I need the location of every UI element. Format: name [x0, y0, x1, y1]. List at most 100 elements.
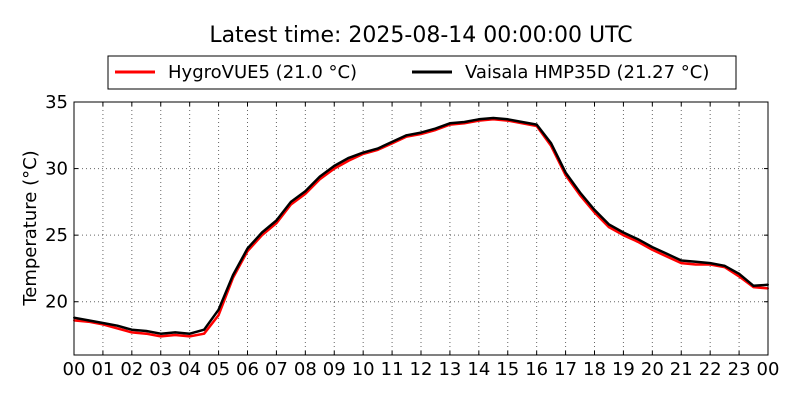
x-tick-label: 11: [381, 359, 404, 380]
data-point-vaisala: [391, 140, 394, 143]
x-tick-label: 20: [641, 359, 664, 380]
data-point-hygrovue5: [333, 167, 336, 170]
data-point-vaisala: [101, 322, 104, 324]
data-point-hygrovue5: [116, 327, 119, 330]
data-point-hygrovue5: [145, 332, 148, 335]
data-point-vaisala: [203, 328, 206, 331]
data-point-vaisala: [116, 324, 119, 327]
data-point-vaisala: [217, 308, 220, 311]
chart-title: Latest time: 2025-08-14 00:00:00 UTC: [209, 23, 632, 48]
x-tick-label: 05: [207, 359, 230, 380]
data-point-vaisala: [665, 252, 668, 255]
data-point-hygrovue5: [174, 334, 177, 336]
data-point-hygrovue5: [159, 335, 162, 338]
y-tick-label: 20: [45, 292, 68, 313]
legend-label-vaisala: Vaisala HMP35D (21.27 °C): [465, 62, 709, 83]
series-layer: [73, 116, 769, 338]
y-axis-label: Temperature (°C): [20, 150, 41, 306]
y-tick-label: 25: [45, 225, 68, 246]
x-tick-label: 19: [612, 359, 635, 380]
data-point-vaisala: [174, 331, 177, 334]
data-point-vaisala: [448, 122, 451, 125]
data-point-hygrovue5: [680, 262, 683, 265]
data-point-vaisala: [376, 147, 379, 150]
data-point-hygrovue5: [188, 335, 191, 338]
legend-label-hygrovue5: HygroVUE5 (21.0 °C): [168, 62, 357, 83]
x-tick-label: 04: [178, 359, 201, 380]
x-tick-label: 10: [352, 359, 375, 380]
y-axis-tick-labels: 20 25 30 35: [45, 92, 68, 313]
data-point-vaisala: [622, 231, 625, 234]
data-point-vaisala: [535, 123, 538, 126]
x-tick-label: 00: [63, 359, 86, 380]
data-point-vaisala: [651, 246, 654, 249]
x-tick-label: 02: [120, 359, 143, 380]
x-tick-label: 08: [294, 359, 317, 380]
data-point-hygrovue5: [304, 192, 307, 195]
data-point-vaisala: [347, 156, 350, 159]
x-axis-tick-labels: 00 01 02 03 04 05 06 07 08 09 10 11 12 13 14 15 16 17 18 19…: [63, 359, 780, 380]
data-point-vaisala: [593, 208, 596, 211]
series-line-hygrovue5: [73, 118, 769, 338]
x-tick-label: 09: [323, 359, 346, 380]
data-point-vaisala: [130, 328, 133, 331]
data-point-hygrovue5: [203, 332, 206, 335]
data-point-hygrovue5: [694, 263, 697, 266]
data-point-vaisala: [752, 284, 755, 287]
data-point-vaisala: [680, 259, 683, 262]
data-point-vaisala: [318, 175, 321, 178]
x-tick-label: 00: [757, 359, 780, 380]
legend: HygroVUE5 (21.0 °C) Vaisala HMP35D (21.2…: [107, 55, 737, 90]
data-point-vaisala: [246, 247, 249, 250]
data-point-hygrovue5: [275, 222, 278, 225]
x-tick-label: 03: [149, 359, 172, 380]
x-tick-label: 01: [91, 359, 114, 380]
data-point-vaisala: [579, 191, 581, 194]
data-point-vaisala: [232, 274, 234, 277]
data-point-vaisala: [87, 319, 90, 322]
data-point-vaisala: [723, 264, 726, 267]
x-tick-label: 15: [496, 359, 519, 380]
data-point-hygrovue5: [651, 248, 654, 251]
data-point-vaisala: [521, 121, 524, 123]
data-point-vaisala: [333, 164, 336, 167]
data-point-vaisala: [145, 330, 148, 332]
x-tick-label: 23: [728, 359, 751, 380]
y-tick-label: 30: [45, 159, 68, 180]
y-tick-label: 35: [45, 92, 68, 113]
data-point-vaisala: [506, 118, 509, 121]
data-point-vaisala: [188, 332, 191, 335]
data-point-vaisala: [463, 121, 466, 123]
data-point-vaisala: [420, 131, 422, 134]
data-point-vaisala: [304, 190, 307, 193]
data-point-vaisala: [550, 142, 553, 145]
x-tick-label: 16: [525, 359, 548, 380]
x-tick-label: 21: [670, 359, 693, 380]
axis-ticks: [73, 101, 769, 355]
x-tick-label: 22: [699, 359, 722, 380]
data-point-vaisala: [636, 238, 639, 241]
data-point-vaisala: [289, 200, 292, 203]
data-point-vaisala: [362, 151, 365, 154]
x-tick-label: 12: [410, 359, 433, 380]
data-point-hygrovue5: [130, 331, 133, 334]
data-point-vaisala: [694, 260, 697, 263]
data-point-hygrovue5: [636, 240, 639, 243]
data-point-hygrovue5: [665, 255, 668, 258]
data-point-hygrovue5: [347, 159, 350, 162]
data-point-vaisala: [275, 219, 278, 222]
data-point-vaisala: [709, 262, 712, 265]
data-point-vaisala: [159, 332, 162, 335]
gridlines: [74, 102, 768, 355]
x-tick-label: 07: [265, 359, 288, 380]
data-point-hygrovue5: [217, 314, 220, 317]
plot-frame: [73, 101, 769, 356]
data-point-vaisala: [434, 127, 437, 130]
x-tick-label: 06: [236, 359, 259, 380]
x-tick-label: 17: [554, 359, 577, 380]
x-tick-label: 14: [467, 359, 490, 380]
data-point-vaisala: [477, 118, 480, 121]
data-point-vaisala: [261, 231, 263, 234]
